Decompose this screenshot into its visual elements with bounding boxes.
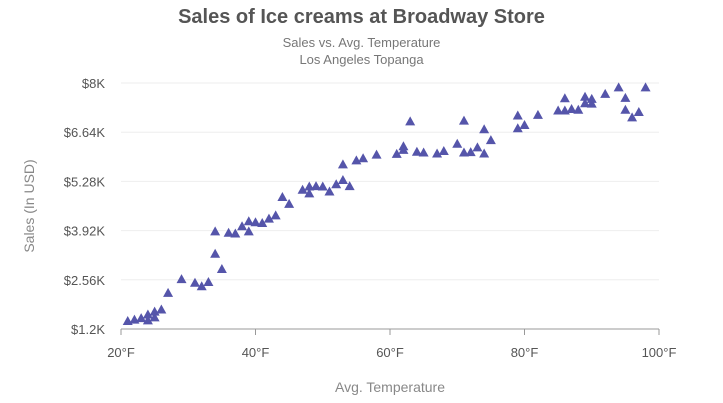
y-axis-ticks: $1.2K $2.56K $3.92K $5.28K $6.64K $8K [64, 76, 106, 337]
data-point[interactable] [391, 148, 402, 158]
y-tick-label: $3.92K [64, 224, 106, 239]
chart-title: Sales of Ice creams at Broadway Store [178, 6, 545, 28]
data-point[interactable] [465, 147, 476, 157]
data-point[interactable] [216, 263, 227, 273]
x-tick-label: 20°F [107, 345, 135, 360]
data-point[interactable] [519, 119, 530, 129]
data-point[interactable] [432, 148, 443, 158]
data-point[interactable] [304, 181, 315, 191]
data-point[interactable] [277, 191, 288, 201]
data-points [122, 82, 651, 326]
data-point[interactable] [210, 248, 221, 258]
data-point[interactable] [586, 98, 597, 108]
data-point[interactable] [640, 82, 651, 92]
data-point[interactable] [559, 93, 570, 103]
data-point[interactable] [243, 226, 254, 236]
data-point[interactable] [344, 181, 355, 191]
grid-lines [121, 82, 659, 330]
data-point[interactable] [263, 213, 274, 223]
data-point[interactable] [324, 186, 335, 196]
y-axis-label: Sales (In USD) [21, 159, 37, 252]
data-point[interactable] [512, 110, 523, 120]
data-point[interactable] [237, 221, 248, 231]
data-point[interactable] [485, 135, 496, 145]
data-point[interactable] [297, 184, 308, 194]
data-point[interactable] [580, 98, 591, 108]
data-point[interactable] [418, 147, 429, 157]
data-point[interactable] [142, 309, 153, 319]
chart-subtitle: Sales vs. Avg. Temperature [282, 35, 441, 50]
data-point[interactable] [566, 104, 577, 114]
y-tick-label: $1.2K [71, 322, 105, 337]
data-point[interactable] [479, 124, 490, 134]
x-tick-label: 40°F [242, 345, 270, 360]
data-point[interactable] [405, 116, 416, 126]
data-point[interactable] [633, 106, 644, 116]
data-point[interactable] [210, 226, 221, 236]
data-point[interactable] [573, 104, 584, 114]
data-point[interactable] [438, 146, 449, 156]
data-point[interactable] [337, 174, 348, 184]
data-point[interactable] [600, 88, 611, 98]
data-point[interactable] [620, 104, 631, 114]
data-point[interactable] [203, 276, 214, 286]
x-axis-label: Avg. Temperature [335, 379, 445, 395]
data-point[interactable] [270, 210, 281, 220]
data-point[interactable] [243, 216, 254, 226]
data-point[interactable] [230, 228, 241, 238]
data-point[interactable] [458, 147, 469, 157]
y-tick-label: $2.56K [64, 273, 106, 288]
data-point[interactable] [512, 123, 523, 133]
chart-subtitle-location: Los Angeles Topanga [299, 52, 424, 67]
data-point[interactable] [627, 112, 638, 122]
data-point[interactable] [176, 274, 187, 284]
y-tick-label: $6.64K [64, 125, 106, 140]
data-point[interactable] [317, 181, 328, 191]
data-point[interactable] [358, 153, 369, 163]
data-point[interactable] [156, 304, 167, 314]
data-point[interactable] [149, 312, 160, 322]
data-point[interactable] [620, 92, 631, 102]
data-point[interactable] [398, 141, 409, 151]
data-point[interactable] [196, 281, 207, 291]
data-point[interactable] [257, 218, 268, 228]
x-axis-ticks: 20°F 40°F 60°F 80°F 100°F [107, 329, 676, 360]
data-point[interactable] [250, 217, 261, 227]
x-tick-label: 100°F [642, 345, 677, 360]
data-point[interactable] [284, 198, 295, 208]
data-point[interactable] [337, 159, 348, 169]
y-tick-label: $5.28K [64, 174, 106, 189]
data-point[interactable] [311, 181, 322, 191]
y-tick-label: $8K [82, 76, 105, 91]
data-point[interactable] [189, 277, 200, 287]
data-point[interactable] [163, 287, 174, 297]
data-point[interactable] [532, 109, 543, 119]
data-point[interactable] [223, 227, 234, 237]
data-point[interactable] [586, 93, 597, 103]
x-tick-label: 60°F [376, 345, 404, 360]
data-point[interactable] [136, 313, 147, 323]
data-point[interactable] [331, 179, 342, 189]
data-point[interactable] [580, 91, 591, 101]
data-point[interactable] [458, 115, 469, 125]
data-point[interactable] [304, 188, 315, 198]
data-point[interactable] [479, 148, 490, 158]
x-tick-label: 80°F [511, 345, 539, 360]
data-point[interactable] [371, 149, 382, 159]
data-point[interactable] [553, 105, 564, 115]
data-point[interactable] [472, 142, 483, 152]
data-point[interactable] [452, 138, 463, 148]
data-point[interactable] [142, 315, 153, 325]
data-point[interactable] [411, 146, 422, 156]
data-point[interactable] [613, 82, 624, 92]
